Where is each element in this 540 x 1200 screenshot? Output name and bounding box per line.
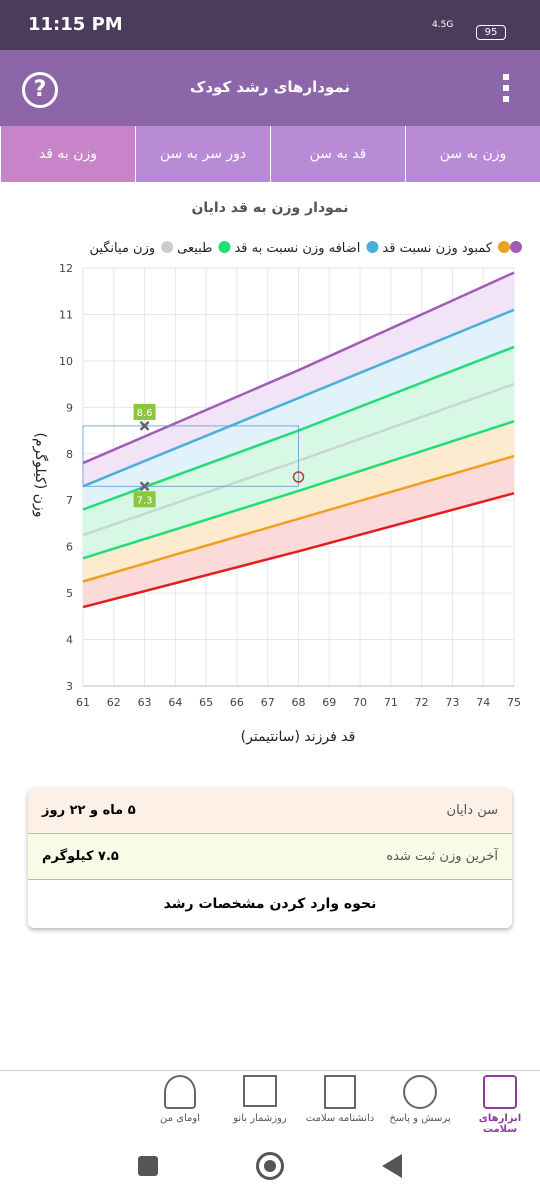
help-button[interactable]: ? [22,72,58,108]
nav-item[interactable]: ابزارهای سلامت [460,1071,540,1141]
label: سن دایان [446,803,498,818]
info-card: سن دایان ۵ ماه و ۲۲ روز آخرین وزن ثبت شده… [28,788,512,928]
y-tick-label: 6 [66,541,73,554]
y-tick-label: 11 [59,308,73,321]
nav-item[interactable]: اومای من [140,1071,220,1141]
point-label-bg [133,491,156,508]
y-tick-label: 10 [59,355,73,368]
x-tick-label: 69 [322,696,336,709]
nav-item[interactable]: پرسش و پاسخ [380,1071,460,1141]
title: نمودارهای رشد کودک [189,78,351,96]
battery: 95 [476,25,506,40]
nav-item[interactable]: روزشمار بانو [220,1071,300,1141]
curve [82,454,515,583]
network: 4.5G [432,20,454,30]
x-tick-label: 64 [168,696,182,709]
x-tick-label: 62 [107,696,121,709]
value: ۷.۵ کیلوگرم [42,849,119,864]
label: آخرین وزن ثبت شده [386,849,498,864]
current-marker [292,471,305,483]
legend-label: وزن میانگین [89,240,155,256]
value: ۵ ماه و ۲۲ روز [42,803,136,818]
point-label-bg [133,403,156,420]
y-tick-label: 9 [66,401,73,414]
band [83,456,514,608]
status-bar: 11:15 PM 4.5G 95 [0,0,540,50]
point-label: 8.6 [137,408,153,419]
point-label: 7.3 [137,495,153,506]
guide-box [82,425,299,487]
x-tick-label: 68 [292,696,306,709]
curve [82,271,515,465]
legend-dot [510,241,522,253]
band [83,309,514,510]
curve [82,420,515,560]
y-tick-label: 12 [59,262,73,275]
x-tick-label: 74 [476,696,490,709]
x-axis-label: قد فرزند (سانتیمتر) [241,729,356,745]
x-tick-label: 65 [199,696,213,709]
legend-dot [218,241,231,253]
legend-label: کمبود وزن نسبت قد [382,241,492,256]
y-tick-label: 4 [66,634,73,647]
back-button[interactable] [382,1154,402,1178]
nav-label: پرسش و پاسخ [389,1113,451,1124]
menu-button[interactable] [503,74,509,102]
home-button[interactable] [256,1152,284,1180]
tab[interactable]: قد به سن [270,126,405,182]
band [83,421,514,582]
recents-button[interactable] [138,1156,158,1176]
curve [82,308,515,488]
legend-label: اضافه وزن نسبت به قد [234,241,360,256]
nav-label: اومای من [160,1113,200,1124]
chart: نمودار وزن به قد دایان قد فرزند (سانتیمت… [32,200,522,745]
point-marker [139,481,150,492]
legend-label: طبیعی [177,241,212,256]
tab[interactable]: دور سر به سن [135,126,270,182]
legend-dot [366,241,379,253]
y-tick-label: 5 [66,587,73,600]
info-row: آخرین وزن ثبت شده ۷.۵ کیلوگرم [28,834,512,880]
help-link[interactable]: نحوه وارد کردن مشخصات رشد [163,896,377,912]
nav-label: ابزارهای سلامت [478,1113,522,1135]
nav-item[interactable]: دانشنامه سلامت [300,1071,380,1141]
point-marker [139,421,150,431]
info-row: سن دایان ۵ ماه و ۲۲ روز [28,788,512,834]
x-tick-label: 72 [415,696,429,709]
clock: 11:15 PM [28,14,123,35]
y-tick-label: 3 [66,680,73,693]
x-tick-label: 66 [230,696,244,709]
x-tick-label: 70 [353,696,367,709]
chart-title: نمودار وزن به قد دایان [191,200,348,216]
nav-label: دانشنامه سلامت [305,1113,375,1124]
band [83,272,514,487]
x-tick-label: 67 [261,696,275,709]
tabs: وزن به سن قد به سن دور سر به سن وزن به ق… [0,126,540,182]
x-tick-label: 61 [76,696,90,709]
nav-label: روزشمار بانو [233,1113,287,1124]
x-tick-label: 63 [138,696,152,709]
x-tick-label: 71 [384,696,398,709]
curve [82,492,515,609]
y-tick-label: 7 [66,494,73,507]
x-tick-label: 73 [445,696,459,709]
tab[interactable]: وزن به سن [405,126,540,182]
legend-dot [498,241,510,253]
y-axis-label: وزن (کیلوگرم) [32,433,49,518]
app-bar: ? نمودارهای رشد کودک [0,50,540,126]
tab-active[interactable]: وزن به قد [0,126,135,182]
x-tick-label: 75 [507,696,521,709]
bottom-nav: ابزارهای سلامت پرسش و پاسخ دانشنامه سلام… [0,1070,540,1141]
y-tick-label: 8 [66,448,73,461]
legend-dot [161,241,174,253]
